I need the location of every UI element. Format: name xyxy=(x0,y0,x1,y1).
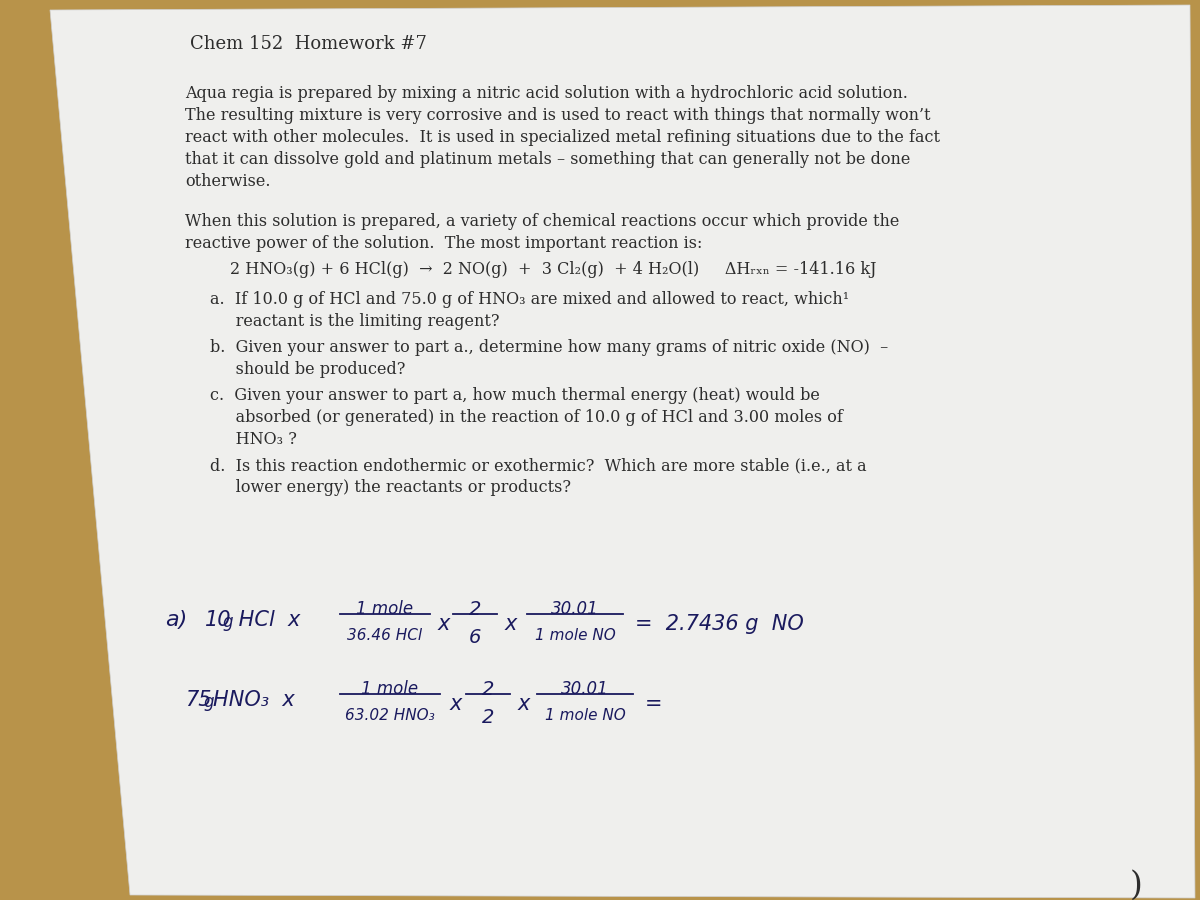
Text: x: x xyxy=(518,694,530,714)
Text: reactive power of the solution.  The most important reaction is:: reactive power of the solution. The most… xyxy=(185,235,702,252)
Text: a.  If 10.0 g of HCl and 75.0 g of HNO₃ are mixed and allowed to react, which¹: a. If 10.0 g of HCl and 75.0 g of HNO₃ a… xyxy=(210,291,850,308)
Text: that it can dissolve gold and platinum metals – something that can generally not: that it can dissolve gold and platinum m… xyxy=(185,151,911,168)
Text: 75: 75 xyxy=(185,690,211,710)
Text: =  2.7436 g  NO: = 2.7436 g NO xyxy=(635,614,804,634)
Text: 6: 6 xyxy=(469,628,481,647)
Text: x: x xyxy=(438,614,450,634)
Text: react with other molecules.  It is used in specialized metal refining situations: react with other molecules. It is used i… xyxy=(185,129,940,146)
Text: Chem 152  Homework #7: Chem 152 Homework #7 xyxy=(190,35,427,53)
Text: g: g xyxy=(203,693,214,711)
Text: a): a) xyxy=(166,610,187,630)
Text: c.  Given your answer to part a, how much thermal energy (heat) would be: c. Given your answer to part a, how much… xyxy=(210,387,820,404)
Text: 30.01: 30.01 xyxy=(551,600,599,618)
Text: 36.46 HCl: 36.46 HCl xyxy=(348,628,422,643)
Text: x: x xyxy=(505,614,517,634)
Text: HNO₃  x: HNO₃ x xyxy=(214,690,295,710)
Text: otherwise.: otherwise. xyxy=(185,173,270,190)
Text: 2: 2 xyxy=(469,600,481,619)
Text: 2 HNO₃(g) + 6 HCl(g)  →  2 NO(g)  +  3 Cl₂(g)  + 4 H₂O(l)     ΔHᵣₓₙ = -141.16 kJ: 2 HNO₃(g) + 6 HCl(g) → 2 NO(g) + 3 Cl₂(g… xyxy=(230,261,876,278)
Text: 10: 10 xyxy=(205,610,232,630)
Polygon shape xyxy=(50,5,1195,898)
Text: x: x xyxy=(450,694,462,714)
Text: HNO₃ ?: HNO₃ ? xyxy=(210,431,296,448)
Text: 63.02 HNO₃: 63.02 HNO₃ xyxy=(346,708,434,723)
Text: 2: 2 xyxy=(482,680,494,699)
Text: 1 mole NO: 1 mole NO xyxy=(535,628,616,643)
Text: 1 mole NO: 1 mole NO xyxy=(545,708,625,723)
Text: Aqua regia is prepared by mixing a nitric acid solution with a hydrochloric acid: Aqua regia is prepared by mixing a nitri… xyxy=(185,85,908,102)
Text: g: g xyxy=(222,613,233,631)
Text: d.  Is this reaction endothermic or exothermic?  Which are more stable (i.e., at: d. Is this reaction endothermic or exoth… xyxy=(210,457,866,474)
Text: 2: 2 xyxy=(482,708,494,727)
Text: HCl  x: HCl x xyxy=(232,610,300,630)
Text: 1 mole: 1 mole xyxy=(356,600,414,618)
Text: 30.01: 30.01 xyxy=(562,680,608,698)
Text: reactant is the limiting reagent?: reactant is the limiting reagent? xyxy=(210,313,499,330)
Text: lower energy) the reactants or products?: lower energy) the reactants or products? xyxy=(210,479,571,496)
Text: ): ) xyxy=(1130,870,1142,900)
Text: When this solution is prepared, a variety of chemical reactions occur which prov: When this solution is prepared, a variet… xyxy=(185,213,899,230)
Text: absorbed (or generated) in the reaction of 10.0 g of HCl and 3.00 moles of: absorbed (or generated) in the reaction … xyxy=(210,409,842,426)
Text: The resulting mixture is very corrosive and is used to react with things that no: The resulting mixture is very corrosive … xyxy=(185,107,930,124)
Text: b.  Given your answer to part a., determine how many grams of nitric oxide (NO) : b. Given your answer to part a., determi… xyxy=(210,339,888,356)
Text: =: = xyxy=(646,694,662,714)
Text: 1 mole: 1 mole xyxy=(361,680,419,698)
Text: should be produced?: should be produced? xyxy=(210,361,406,378)
